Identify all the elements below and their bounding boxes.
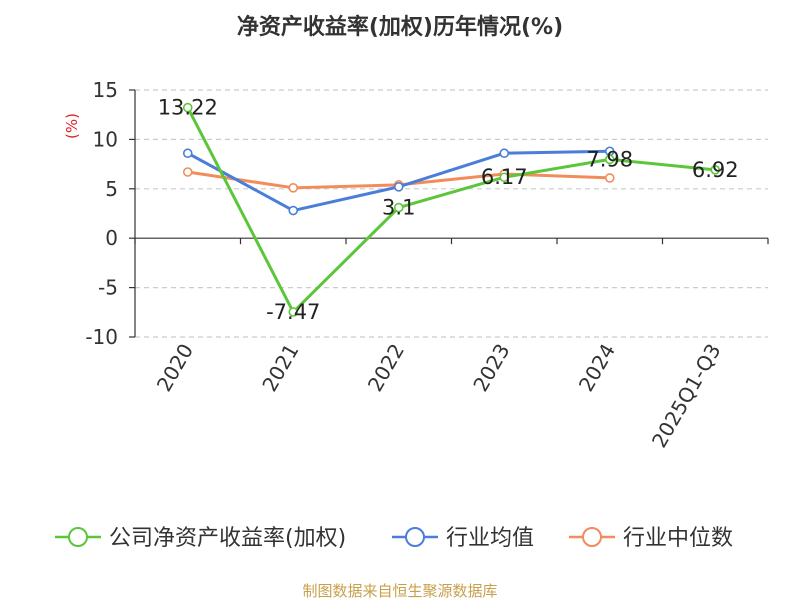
data-label: 6.92 — [692, 158, 739, 182]
legend-item-1[interactable]: 行业均值 — [392, 526, 534, 551]
x-tick-label: 2020 — [152, 340, 198, 396]
x-tick-label: 2024 — [574, 340, 620, 396]
data-point — [393, 182, 404, 192]
data-label: 7.98 — [586, 147, 633, 171]
data-point — [604, 154, 615, 165]
data-label: 13.22 — [158, 96, 218, 120]
data-point — [288, 307, 299, 317]
gridlines — [135, 89, 768, 338]
legend-item-2[interactable]: 行业中位数 — [569, 526, 733, 551]
x-tick-label: 2022 — [363, 340, 409, 396]
data-label: -7.47 — [266, 300, 320, 324]
x-tick-label: 2025Q1-Q3 — [647, 340, 726, 452]
data-point — [182, 102, 193, 113]
series-line-0 — [186, 106, 716, 314]
y-axis-label: (%) — [63, 113, 81, 139]
data-labels: 13.22 -7.47 3.1 6.17 7.98 6.92 — [158, 96, 739, 324]
data-point — [710, 165, 721, 175]
data-point — [288, 183, 299, 193]
axes: 15 10 5 0 -5 -10 2020 2021 2022 2023 2024 2025Q1-Q3 — [85, 78, 769, 452]
x-tick-label: 2021 — [257, 340, 303, 396]
legend[interactable]: 公司净资产收益率(加权) 行业均值 行业中位数 — [55, 526, 733, 551]
legend-marker — [405, 527, 425, 547]
source-note: 制图数据来自恒生聚源数据库 — [302, 582, 497, 600]
data-point — [604, 173, 615, 183]
legend-label: 行业均值 — [446, 526, 534, 551]
legend-marker — [582, 527, 602, 547]
y-tick-label: -5 — [98, 276, 118, 300]
y-tick-label: -10 — [85, 325, 118, 349]
y-tick-label: 5 — [105, 177, 118, 201]
y-tick-label: 0 — [105, 226, 118, 250]
data-label: 6.17 — [481, 165, 528, 189]
data-point — [393, 202, 404, 213]
legend-label: 公司净资产收益率(加权) — [109, 526, 346, 551]
y-tick-label: 15 — [93, 78, 118, 102]
legend-marker — [68, 527, 88, 547]
legend-item-0[interactable]: 公司净资产收益率(加权) — [55, 526, 346, 551]
data-point — [182, 148, 193, 159]
data-point — [288, 205, 299, 216]
series-lines — [182, 102, 721, 317]
data-point — [182, 167, 193, 177]
y-tick-label: 10 — [93, 127, 118, 151]
data-point — [499, 148, 510, 159]
legend-label: 行业中位数 — [623, 526, 733, 551]
data-point — [499, 172, 510, 183]
data-label: 3.1 — [382, 196, 415, 220]
x-tick-label: 2023 — [468, 340, 514, 396]
chart-title: 净资产收益率(加权)历年情况(%) — [237, 14, 563, 40]
